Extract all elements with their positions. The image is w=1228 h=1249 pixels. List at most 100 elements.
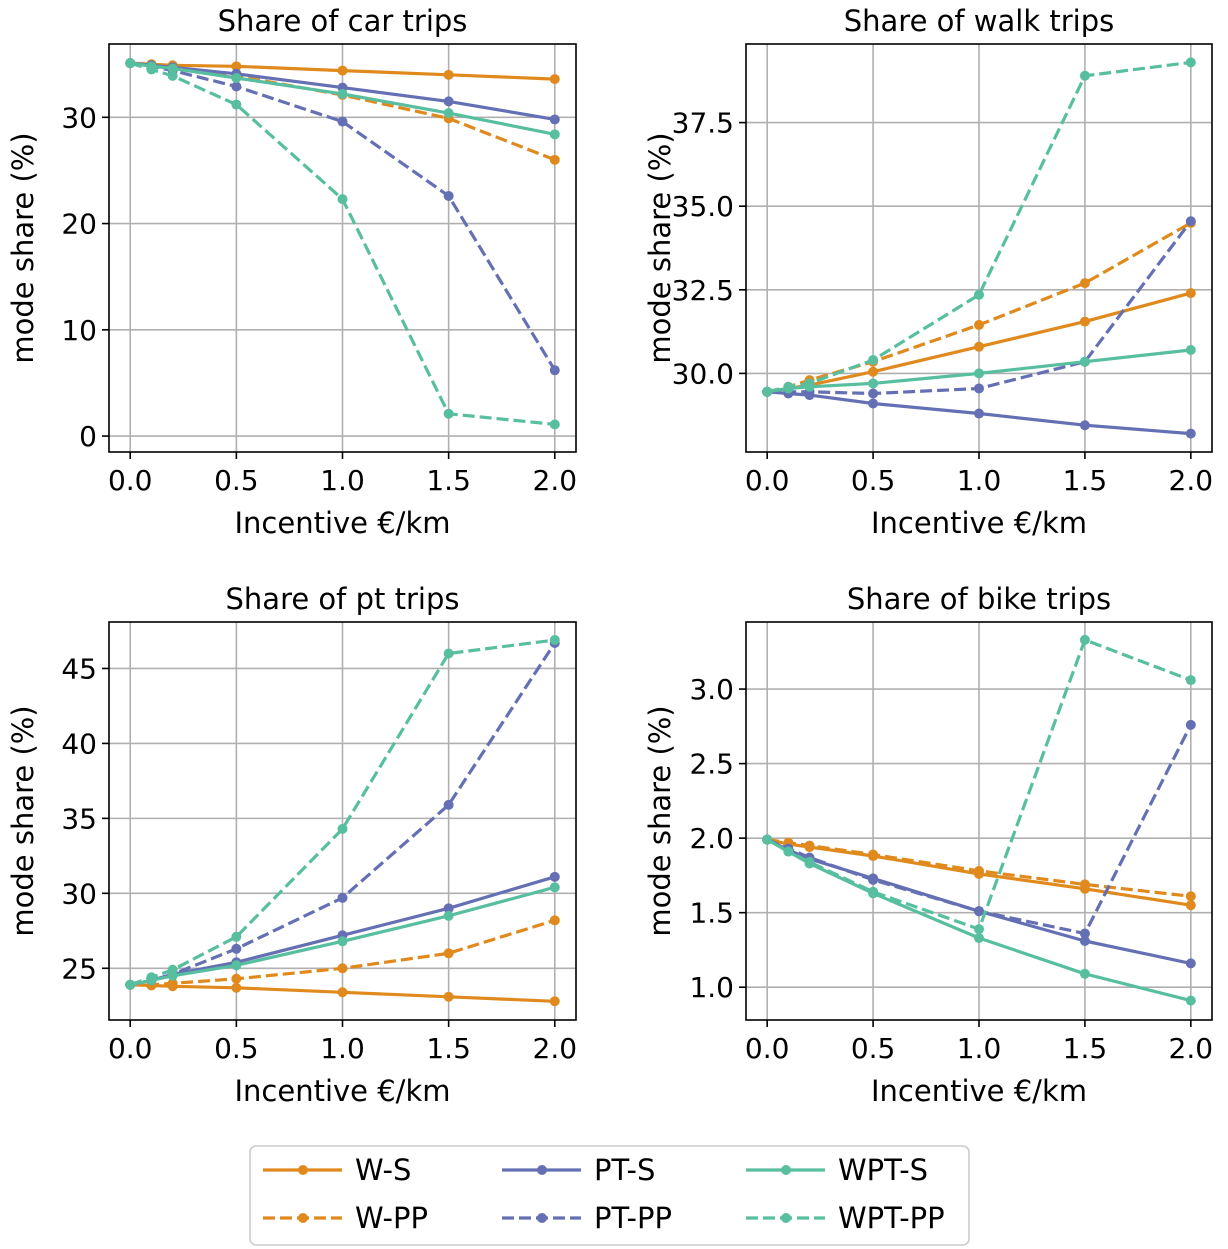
data-point-WPT-PP bbox=[146, 972, 157, 983]
y-tick-label: 1.0 bbox=[689, 971, 734, 1004]
legend-marker-WPT-S bbox=[781, 1165, 791, 1175]
chart-title: Share of car trips bbox=[218, 4, 468, 38]
data-point-WPT-PP bbox=[762, 834, 773, 845]
data-point-WPT-S bbox=[231, 73, 242, 83]
panel-1: 0.0 0.5 1.0 1.5 2.0 30.0 32.5 35.0 37.5 Share of … bbox=[643, 4, 1213, 540]
data-point-WPT-PP bbox=[868, 886, 879, 897]
legend-marker-W-PP bbox=[298, 1213, 308, 1223]
x-tick-label: 1.0 bbox=[957, 1032, 1002, 1065]
data-point-PT-S bbox=[974, 408, 984, 419]
data-point-W-S bbox=[1185, 900, 1196, 911]
data-point-W-PP bbox=[167, 978, 178, 989]
data-point-WPT-PP bbox=[974, 924, 984, 935]
y-tick-label: 0 bbox=[79, 420, 97, 453]
data-point-W-PP bbox=[868, 849, 879, 860]
data-point-PT-PP bbox=[443, 799, 454, 810]
data-point-W-S bbox=[1079, 316, 1090, 327]
x-tick-label: 1.5 bbox=[1063, 464, 1108, 497]
data-point-WPT-PP bbox=[167, 964, 178, 975]
data-point-W-S bbox=[231, 982, 242, 993]
data-point-WPT-S bbox=[337, 936, 348, 947]
data-point-W-S bbox=[974, 341, 984, 352]
data-point-W-S bbox=[868, 366, 879, 377]
data-point-WPT-S bbox=[443, 108, 454, 119]
data-point-WPT-PP bbox=[125, 979, 136, 990]
data-point-WPT-PP bbox=[231, 931, 242, 942]
data-point-PT-S bbox=[549, 871, 560, 882]
chart-title: Share of pt trips bbox=[226, 582, 460, 616]
data-point-W-PP bbox=[443, 948, 454, 959]
y-tick-label: 3.0 bbox=[689, 673, 734, 706]
data-point-WPT-PP bbox=[974, 289, 984, 300]
x-tick-label: 0.0 bbox=[745, 464, 790, 497]
y-tick-label: 2.5 bbox=[689, 748, 734, 781]
data-point-WPT-PP bbox=[783, 846, 794, 857]
data-point-PT-PP bbox=[443, 190, 454, 201]
data-point-PT-S bbox=[1185, 958, 1196, 969]
x-tick-label: 2.0 bbox=[533, 464, 578, 497]
data-point-W-S bbox=[549, 996, 560, 1007]
x-tick-label: 1.0 bbox=[320, 1032, 365, 1065]
data-point-W-S bbox=[1185, 288, 1196, 299]
legend-marker-PT-S bbox=[537, 1165, 547, 1175]
data-point-W-PP bbox=[549, 915, 560, 926]
data-point-W-PP bbox=[974, 865, 984, 876]
y-tick-label: 1.5 bbox=[689, 897, 734, 930]
legend-label: WPT-S bbox=[838, 1153, 928, 1187]
data-point-WPT-PP bbox=[783, 381, 794, 392]
data-point-PT-S bbox=[443, 903, 454, 914]
x-tick-label: 0.5 bbox=[214, 1032, 259, 1065]
data-point-WPT-PP bbox=[231, 99, 242, 110]
data-point-PT-PP bbox=[1185, 216, 1196, 227]
data-point-WPT-PP bbox=[1185, 675, 1196, 686]
data-point-WPT-S bbox=[337, 88, 348, 99]
legend-label: PT-PP bbox=[594, 1201, 672, 1235]
y-tick-label: 32.5 bbox=[672, 274, 734, 307]
y-tick-label: 30.0 bbox=[672, 357, 734, 390]
y-tick-label: 37.5 bbox=[672, 107, 734, 140]
y-tick-label: 20 bbox=[61, 208, 97, 241]
y-axis-label: mode share (%) bbox=[643, 705, 677, 936]
data-point-W-S bbox=[231, 61, 242, 72]
x-axis-label: Incentive €/km bbox=[234, 1074, 450, 1108]
data-point-WPT-S bbox=[868, 378, 879, 389]
data-point-WPT-PP bbox=[337, 194, 348, 205]
data-point-WPT-S bbox=[1079, 356, 1090, 367]
data-point-W-S bbox=[443, 991, 454, 1002]
data-point-PT-PP bbox=[549, 365, 560, 376]
data-point-WPT-PP bbox=[804, 378, 815, 389]
x-axis-label: Incentive €/km bbox=[234, 506, 450, 540]
legend-marker-PT-PP bbox=[537, 1213, 547, 1223]
legend: W-S W-PP PT-S PT-PP WPT-S WPT-PP bbox=[249, 1145, 970, 1246]
data-point-PT-S bbox=[443, 96, 454, 107]
y-tick-label: 30 bbox=[61, 101, 97, 134]
x-axis-label: Incentive €/km bbox=[871, 1074, 1087, 1108]
data-point-WPT-PP bbox=[443, 648, 454, 659]
x-axis-label: Incentive €/km bbox=[871, 506, 1087, 540]
data-point-W-PP bbox=[337, 963, 348, 974]
data-point-W-PP bbox=[1185, 891, 1196, 902]
x-tick-label: 1.0 bbox=[320, 464, 365, 497]
data-point-W-PP bbox=[804, 840, 815, 851]
panel-2: 0.0 0.5 1.0 1.5 2.0 25 30 35 40 45 Share of pt tri… bbox=[6, 582, 577, 1108]
y-axis-label: mode share (%) bbox=[6, 705, 40, 936]
data-point-WPT-PP bbox=[762, 386, 773, 397]
y-axis-label: mode share (%) bbox=[643, 132, 677, 363]
data-point-W-S bbox=[443, 69, 454, 80]
data-point-W-PP bbox=[231, 973, 242, 984]
data-point-WPT-PP bbox=[549, 634, 560, 645]
data-point-WPT-S bbox=[974, 933, 984, 944]
legend-label: PT-S bbox=[594, 1153, 655, 1187]
data-point-WPT-S bbox=[1185, 995, 1196, 1006]
data-point-WPT-S bbox=[1079, 968, 1090, 979]
data-point-PT-S bbox=[1185, 428, 1196, 439]
data-point-PT-PP bbox=[868, 388, 879, 399]
data-point-WPT-PP bbox=[804, 856, 815, 867]
data-point-WPT-PP bbox=[337, 823, 348, 834]
data-point-PT-PP bbox=[1079, 928, 1090, 939]
x-tick-label: 2.0 bbox=[1169, 464, 1214, 497]
legend-marker-WPT-PP bbox=[781, 1213, 791, 1223]
y-tick-label: 45 bbox=[61, 652, 97, 685]
legend-label: WPT-PP bbox=[838, 1201, 945, 1235]
